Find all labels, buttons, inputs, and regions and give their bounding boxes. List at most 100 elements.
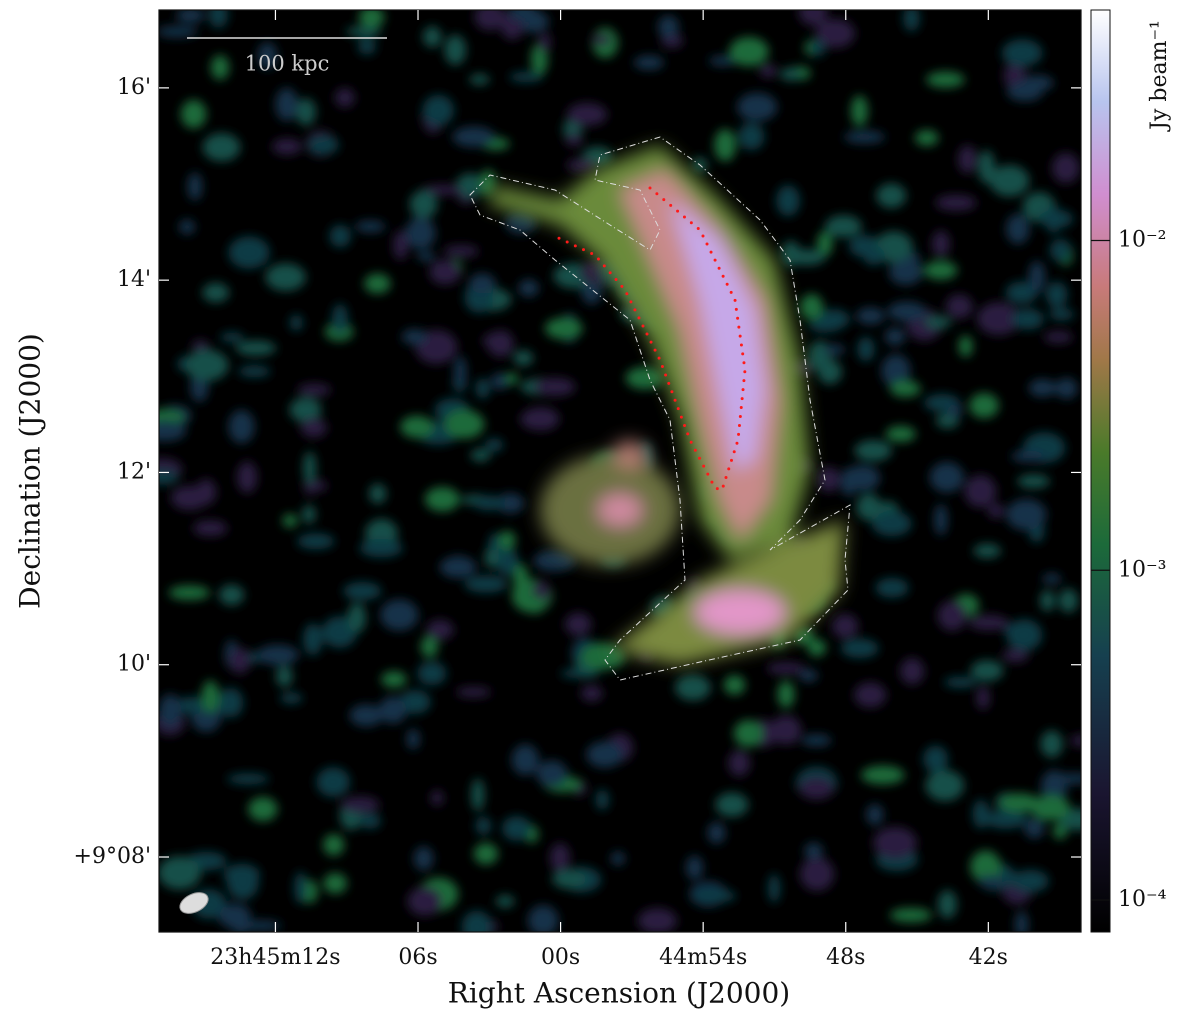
noise-blob: [935, 194, 977, 211]
noise-blob: [1028, 260, 1046, 293]
noise-blob: [471, 778, 485, 812]
noise-blob: [470, 448, 491, 462]
noise-blob: [776, 185, 800, 217]
noise-blob: [552, 869, 587, 889]
noise-blob: [422, 94, 455, 126]
noise-blob: [1015, 910, 1029, 932]
noise-blob: [272, 138, 302, 155]
noise-blob: [380, 599, 419, 631]
noise-blob: [329, 224, 351, 248]
noise-blob: [420, 635, 439, 658]
noise-blob: [923, 260, 958, 280]
noise-blob: [444, 34, 467, 66]
noise-blob: [768, 873, 781, 903]
noise-blob: [889, 907, 933, 923]
noise-blob: [1070, 734, 1081, 747]
noise-blob: [248, 796, 278, 822]
noise-blob: [220, 332, 244, 343]
noise-blob: [289, 314, 303, 331]
noise-blob: [358, 10, 385, 29]
noise-blob: [969, 392, 999, 419]
scale-bar-label: 100 kpc: [245, 52, 330, 76]
noise-blob: [536, 760, 568, 787]
noise-blob: [228, 236, 270, 269]
y-tick-label: 14': [117, 267, 151, 292]
noise-blob: [926, 71, 965, 88]
noise-blob: [903, 10, 920, 32]
noise-blob: [637, 908, 678, 932]
noise-blob: [1043, 331, 1073, 343]
noise-blob: [379, 696, 407, 724]
noise-blob: [686, 855, 704, 880]
noise-blob: [409, 190, 438, 219]
y-tick-label: 10': [117, 652, 151, 677]
noise-blob: [633, 55, 665, 70]
noise-blob: [804, 842, 823, 860]
noise-blob: [509, 71, 543, 83]
noise-blob: [202, 282, 230, 303]
noise-blob: [429, 259, 461, 285]
noise-blob: [159, 25, 198, 38]
noise-blob: [1006, 619, 1043, 651]
noise-blob: [533, 550, 576, 572]
radio-image: [159, 10, 1081, 932]
noise-blob: [973, 543, 1002, 559]
noise-blob: [968, 615, 1009, 631]
noise-blob: [349, 704, 384, 727]
noise-blob: [564, 612, 592, 636]
noise-blob: [229, 647, 251, 674]
noise-blob: [876, 183, 907, 208]
noise-blob: [799, 857, 835, 891]
noise-blob: [1040, 730, 1063, 758]
noise-blob: [1028, 379, 1057, 397]
noise-blob: [934, 503, 948, 536]
noise-blob: [527, 596, 544, 614]
noise-blob: [321, 616, 358, 648]
noise-blob: [610, 851, 626, 866]
noise-blob: [231, 921, 251, 932]
noise-blob: [228, 410, 255, 444]
noise-blob: [1048, 308, 1075, 321]
noise-blob: [1001, 39, 1043, 67]
noise-blob: [484, 547, 499, 569]
noise-blob: [1040, 589, 1055, 612]
noise-blob: [840, 638, 879, 658]
noise-blob: [1006, 498, 1047, 531]
noise-blob: [359, 538, 403, 558]
noise-blob: [505, 210, 537, 234]
noise-blob: [861, 765, 905, 785]
noise-blob: [300, 418, 327, 438]
noise-blob: [201, 680, 220, 713]
noise-blob: [1005, 281, 1038, 304]
noise-blob: [715, 792, 749, 817]
noise-blob: [1006, 213, 1030, 244]
noise-blob: [1006, 82, 1043, 102]
noise-blob: [1011, 869, 1049, 893]
noise-blob: [964, 475, 997, 508]
noise-blob: [256, 644, 299, 666]
noise-blob: [595, 789, 610, 810]
noise-blob: [1024, 817, 1045, 839]
noise-blob: [518, 279, 539, 297]
noise-blob: [1052, 152, 1080, 184]
noise-blob: [923, 745, 949, 773]
noise-blob: [970, 850, 1002, 883]
noise-blob: [766, 662, 805, 675]
noise-blob: [508, 10, 538, 22]
noise-blob: [545, 317, 583, 340]
noise-blob: [816, 309, 850, 330]
noise-blob: [824, 344, 845, 356]
noise-blob: [873, 826, 917, 859]
noise-blob: [208, 10, 229, 29]
x-tick-label: 23h45m12s: [210, 945, 340, 970]
noise-blob: [871, 511, 912, 537]
noise-blob: [475, 378, 491, 399]
noise-blob: [987, 503, 1005, 519]
noise-blob: [473, 842, 499, 865]
noise-blob: [452, 126, 496, 148]
noise-blob: [359, 812, 381, 829]
noise-blob: [289, 397, 322, 423]
noise-blob: [549, 843, 570, 873]
noise-blob: [675, 674, 711, 701]
noise-blob: [875, 578, 909, 598]
